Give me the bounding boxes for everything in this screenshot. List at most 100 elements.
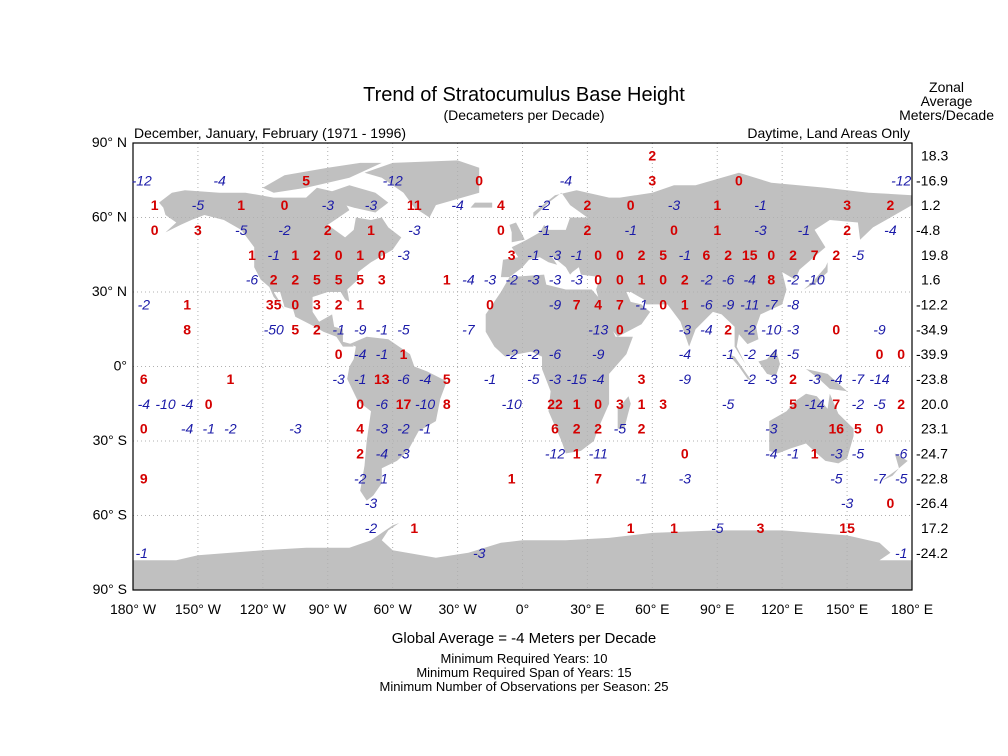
trend-value: -9 bbox=[679, 371, 692, 387]
trend-value: 0 bbox=[659, 272, 667, 288]
zonal-average-value: 20.0 bbox=[921, 396, 948, 412]
trend-value: 0 bbox=[670, 222, 678, 238]
trend-value: 0 bbox=[616, 272, 624, 288]
y-tick-label: 60° N bbox=[92, 209, 127, 225]
trend-value: 2 bbox=[313, 321, 321, 337]
land-borneo bbox=[758, 349, 780, 377]
trend-value: -2 bbox=[224, 421, 237, 437]
trend-value: -4 bbox=[830, 371, 843, 387]
trend-value: -6 bbox=[722, 272, 735, 288]
trend-value: -5 bbox=[614, 421, 627, 437]
zonal-header-line: Zonal bbox=[929, 79, 965, 95]
trend-value: -2 bbox=[138, 296, 151, 312]
trend-value: -4 bbox=[354, 346, 367, 362]
trend-value: -2 bbox=[278, 222, 291, 238]
trend-value: -1 bbox=[135, 545, 147, 561]
trend-value: 5 bbox=[443, 371, 451, 387]
trend-value: -3 bbox=[527, 272, 540, 288]
trend-value: -4 bbox=[743, 272, 756, 288]
trend-value: 2 bbox=[843, 222, 851, 238]
trend-value: -1 bbox=[376, 470, 388, 486]
zonal-average-value: 1.2 bbox=[921, 197, 941, 213]
trend-value: 0 bbox=[335, 346, 343, 362]
trend-value: 3 bbox=[638, 371, 646, 387]
zonal-average-value: -39.9 bbox=[916, 346, 948, 362]
zonal-average-header: Zonal Average Meters/Decade bbox=[899, 80, 994, 122]
trend-value: -1 bbox=[538, 222, 550, 238]
trend-value: 7 bbox=[832, 396, 840, 412]
trend-value: 0 bbox=[281, 197, 289, 213]
trend-value: 1 bbox=[811, 445, 819, 461]
trend-value: 7 bbox=[811, 247, 819, 263]
trend-value: 1 bbox=[291, 247, 299, 263]
trend-value: 2 bbox=[291, 272, 299, 288]
trend-value: 16 bbox=[829, 421, 845, 437]
trend-value: -5 bbox=[852, 247, 865, 263]
trend-value: -9 bbox=[592, 346, 605, 362]
zonal-header-line: Meters/Decade bbox=[899, 107, 994, 123]
trend-value: 0 bbox=[767, 247, 775, 263]
land-arctic-islands bbox=[262, 162, 382, 193]
trend-value: 2 bbox=[789, 371, 797, 387]
trend-value: 8 bbox=[443, 396, 451, 412]
trend-value: 4 bbox=[356, 421, 364, 437]
trend-value: 0 bbox=[205, 396, 213, 412]
trend-value: 15 bbox=[839, 520, 855, 536]
land-north-america bbox=[159, 187, 402, 347]
y-tick-label: 30° S bbox=[93, 432, 127, 448]
trend-value: -2 bbox=[787, 272, 800, 288]
trend-value: -1 bbox=[722, 346, 734, 362]
trend-value: 3 bbox=[313, 296, 321, 312]
trend-value: -5 bbox=[873, 396, 886, 412]
x-tick-label: 60° W bbox=[374, 601, 413, 617]
trend-values: 2-12 -4 5 -12 0 -4 3 0 -121 -5 1 0 -3 -3 11 -4 4 -2 2 0 -3 1-… bbox=[132, 147, 912, 560]
trend-value: 2 bbox=[335, 296, 343, 312]
trend-value: -3 bbox=[484, 272, 497, 288]
trend-value: -3 bbox=[365, 197, 378, 213]
trend-value: -4 bbox=[765, 445, 778, 461]
min-observations: Minimum Number of Observations per Seaso… bbox=[379, 679, 669, 694]
y-tick-label: 30° N bbox=[92, 283, 127, 299]
x-tick-label: 180° E bbox=[891, 601, 933, 617]
trend-value: -4 bbox=[376, 445, 389, 461]
trend-value: -4 bbox=[679, 346, 692, 362]
axis-ticks: 180° W 150° W 120° W 90° W 60° W 30° W 0° 30° E… bbox=[92, 134, 933, 617]
trend-value: 4 bbox=[594, 296, 602, 312]
trend-value: 3 bbox=[194, 222, 202, 238]
trend-value: 2 bbox=[313, 247, 321, 263]
trend-value: 5 bbox=[302, 172, 310, 188]
x-tick-label: 180° W bbox=[110, 601, 157, 617]
trend-value: 13 bbox=[374, 371, 390, 387]
trend-value: 6 bbox=[140, 371, 148, 387]
trend-value: 1 bbox=[713, 197, 721, 213]
land-iceland bbox=[470, 202, 493, 208]
x-tick-label: 30° E bbox=[570, 601, 604, 617]
zonal-average-value: 19.8 bbox=[921, 247, 948, 263]
trend-value: 0 bbox=[627, 197, 635, 213]
trend-value: -7 bbox=[462, 321, 476, 337]
trend-value: 1 bbox=[237, 197, 245, 213]
zonal-average-value: -24.2 bbox=[916, 545, 948, 561]
trend-value: 7 bbox=[594, 470, 602, 486]
global-average: Global Average = -4 Meters per Decade bbox=[391, 630, 657, 647]
x-tick-label: 30° W bbox=[438, 601, 477, 617]
trend-value: 3 bbox=[508, 247, 516, 263]
trend-value: 8 bbox=[767, 272, 775, 288]
zonal-average-value: 17.2 bbox=[921, 520, 948, 536]
trend-value: 5 bbox=[854, 421, 862, 437]
trend-value: 0 bbox=[887, 495, 895, 511]
zonal-average-value: -16.9 bbox=[916, 172, 948, 188]
trend-value: -5 bbox=[895, 470, 908, 486]
land-eurasia bbox=[500, 172, 912, 364]
trend-value: -3 bbox=[549, 371, 562, 387]
trend-value: 2 bbox=[270, 272, 278, 288]
trend-value: -1 bbox=[895, 545, 907, 561]
trend-value: 5 bbox=[659, 247, 667, 263]
trend-value: -3 bbox=[679, 470, 692, 486]
trend-value: -3 bbox=[808, 371, 821, 387]
trend-value: -11 bbox=[740, 296, 759, 312]
trend-value: -2 bbox=[505, 346, 518, 362]
trend-value: -4 bbox=[213, 172, 226, 188]
trend-value: 0 bbox=[335, 247, 343, 263]
trend-value: -9 bbox=[873, 321, 886, 337]
